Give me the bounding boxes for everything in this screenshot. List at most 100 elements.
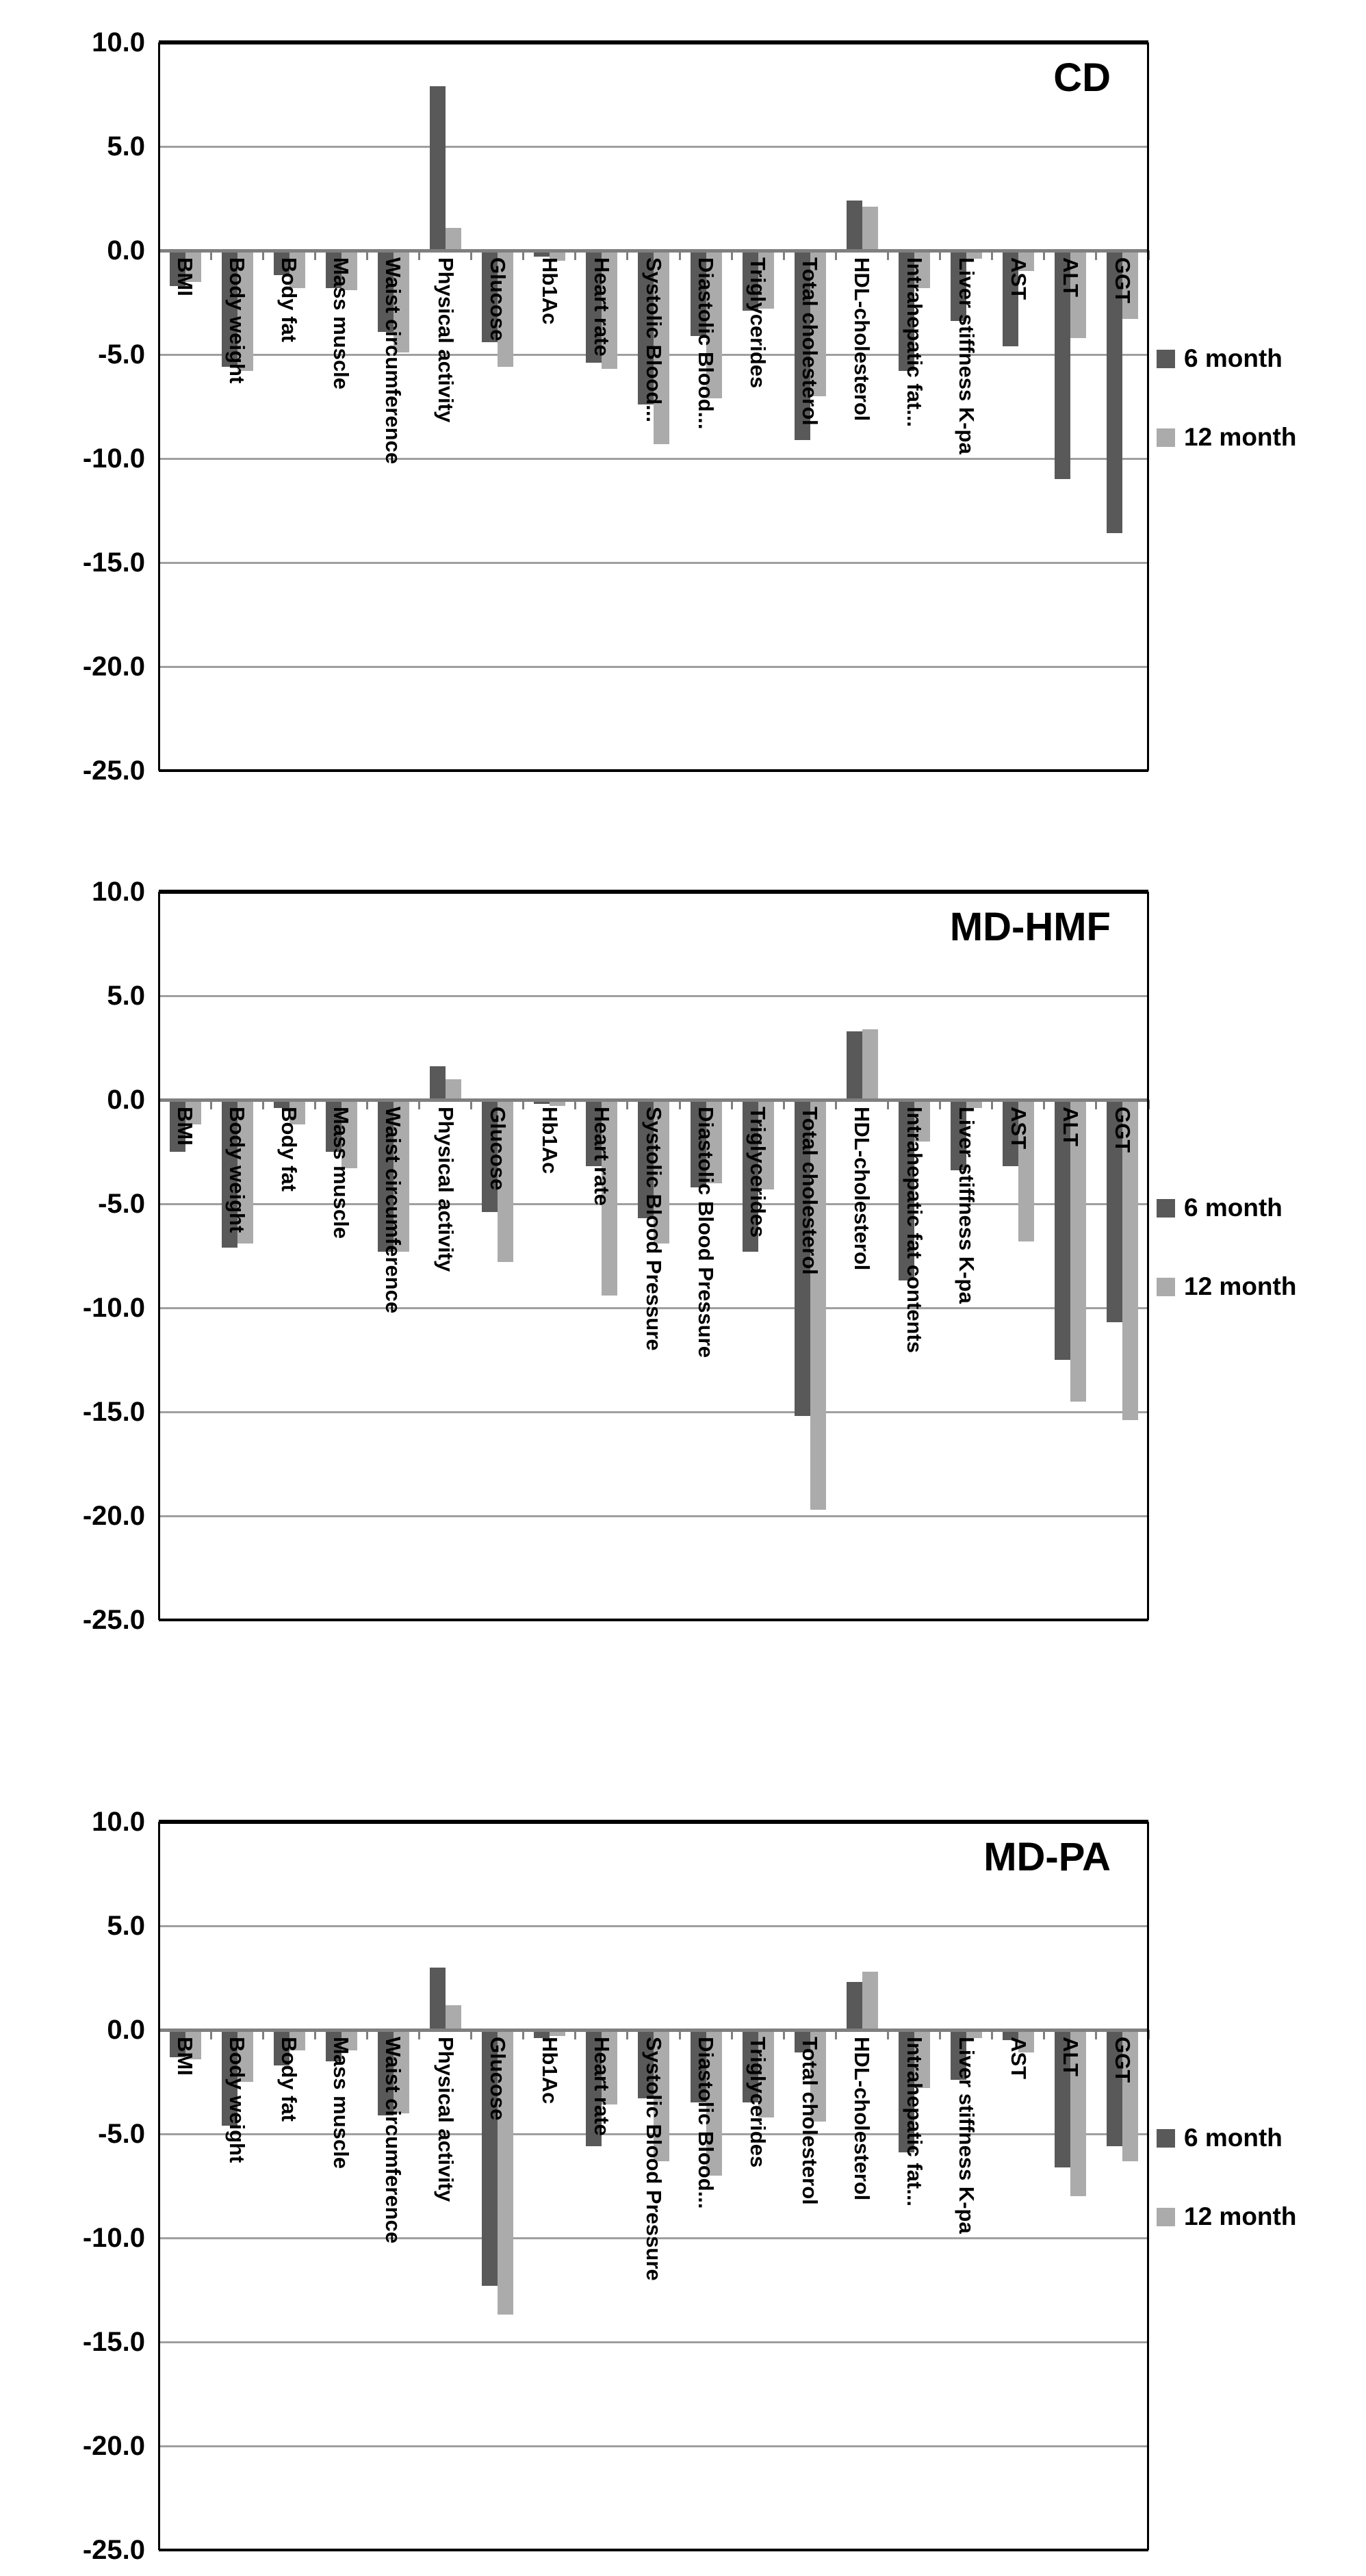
bar-12month-cat13 [862, 1029, 878, 1100]
gridline [159, 2237, 1148, 2239]
bar-6month-cat0 [169, 1100, 185, 1152]
bar-6month-cat2 [273, 2030, 289, 2065]
category-label: Diastolic Blood... [694, 2037, 719, 2209]
axis-tick [261, 250, 264, 260]
chart-title: MD-HMF [949, 905, 1111, 949]
category-label: HDL-cholesterol [850, 2037, 875, 2201]
chart-md-hmf: 10.0 5.0 0.0 -5.0 -10.0 -15.0 -20.0 -25.0 BMI Bod… [0, 877, 1366, 1645]
legend-swatch-6month [1157, 2128, 1175, 2148]
axis-tick [782, 250, 785, 260]
bar-12month-cat17 [1070, 1100, 1087, 1402]
bar-12month-cat9 [654, 1100, 670, 1244]
bar-12month-cat4 [393, 2030, 409, 2113]
gridline [159, 665, 1148, 668]
gridline [159, 2445, 1148, 2447]
bar-12month-cat8 [602, 250, 618, 370]
category-label: Total cholesterol [798, 2037, 823, 2205]
bar-6month-cat14 [898, 2030, 914, 2153]
axis-tick [1043, 2030, 1046, 2039]
bar-6month-cat8 [586, 1100, 602, 1167]
y-axis-tick-label: -15.0 [82, 548, 145, 578]
bar-6month-cat12 [794, 250, 810, 440]
chart-title: CD [1053, 55, 1111, 100]
bar-6month-cat4 [377, 2030, 394, 2115]
bar-6month-cat4 [377, 250, 394, 332]
axis-tick [939, 1100, 942, 1109]
axis-tick [991, 1100, 994, 1109]
bar-12month-cat3 [341, 1100, 357, 1169]
axis-tick [782, 2030, 785, 2039]
bar-12month-cat13 [862, 207, 878, 250]
axis-tick [313, 250, 316, 260]
bar-6month-cat14 [898, 250, 914, 372]
bar-12month-cat10 [706, 1100, 722, 1183]
bar-12month-cat6 [498, 1100, 514, 1263]
bar-6month-cat18 [1107, 250, 1123, 534]
y-axis-tick-label: -25.0 [82, 1605, 145, 1635]
bar-12month-cat18 [1122, 250, 1139, 320]
category-label: Liver stiffness K-pa [954, 2037, 979, 2234]
category-label: Physical activity [433, 1107, 458, 1272]
gridline [159, 561, 1148, 564]
bar-12month-cat11 [758, 250, 774, 309]
category-label: Heart rate [589, 2037, 614, 2136]
category-label: Triglycerides [746, 2037, 771, 2168]
bar-6month-cat2 [273, 1100, 289, 1109]
category-label: Mass muscle [329, 1107, 354, 1239]
bar-6month-cat1 [221, 2030, 237, 2126]
y-axis-tick-label: 10.0 [92, 27, 145, 57]
plot-border-right [1147, 892, 1149, 1620]
bar-6month-cat3 [325, 1100, 342, 1152]
axis-tick [470, 250, 473, 260]
bar-6month-cat3 [325, 250, 342, 288]
plot-border-left [158, 42, 160, 771]
bar-6month-cat15 [951, 1100, 967, 1171]
bar-12month-cat0 [185, 1100, 201, 1125]
legend-swatch-12month [1157, 428, 1175, 447]
category-label: Glucose [485, 257, 510, 342]
bar-12month-cat3 [341, 250, 357, 290]
bar-12month-cat11 [758, 1100, 774, 1189]
axis-tick [261, 2030, 264, 2039]
axis-tick [991, 2030, 994, 2039]
bar-6month-cat1 [221, 250, 237, 368]
bar-6month-cat18 [1107, 2030, 1123, 2147]
axis-tick [313, 1100, 316, 1109]
axis-tick [313, 2030, 316, 2039]
category-label: Systolic Blood Pressure [642, 2037, 666, 2281]
bar-6month-cat11 [742, 1100, 758, 1252]
bar-12month-cat0 [185, 2030, 201, 2059]
bar-6month-cat3 [325, 2030, 342, 2061]
category-label: Liver stiffness K-pa [954, 1107, 979, 1304]
category-label: Total cholesterol [798, 1107, 823, 1275]
y-axis-tick-label: -15.0 [82, 1397, 145, 1427]
category-label: Hb1Ac [537, 1107, 562, 1174]
axis-tick [626, 250, 629, 260]
axis-tick [782, 1100, 785, 1109]
category-label: Body weight [225, 1107, 250, 1233]
axis-tick [834, 1100, 837, 1109]
bar-12month-cat10 [706, 2030, 722, 2176]
axis-tick [209, 2030, 212, 2039]
axis-tick [991, 250, 994, 260]
plot-border-top [159, 40, 1148, 44]
plot-border-left [158, 892, 160, 1620]
category-label: Body fat [277, 1107, 302, 1192]
bar-12month-cat14 [914, 2030, 930, 2089]
bar-6month-cat17 [1055, 250, 1071, 480]
gridline [159, 2133, 1148, 2135]
bar-12month-cat7 [550, 250, 566, 261]
axis-tick [678, 2030, 681, 2039]
category-label: Body weight [225, 257, 250, 384]
category-label: Intrahepatic fat... [902, 257, 927, 428]
axis-tick [1095, 1100, 1098, 1109]
category-label: Intrahepatic fat contents [902, 1107, 927, 1353]
bar-12month-cat4 [393, 1100, 409, 1252]
axis-tick [574, 2030, 577, 2039]
chart-cd: 10.0 5.0 0.0 -5.0 -10.0 -15.0 -20.0 -25.0 BMI Bod… [0, 27, 1366, 795]
bar-12month-cat2 [289, 1100, 305, 1125]
axis-tick [522, 2030, 525, 2039]
bar-12month-cat5 [446, 227, 462, 250]
axis-tick [678, 250, 681, 260]
axis-tick [886, 1100, 889, 1109]
